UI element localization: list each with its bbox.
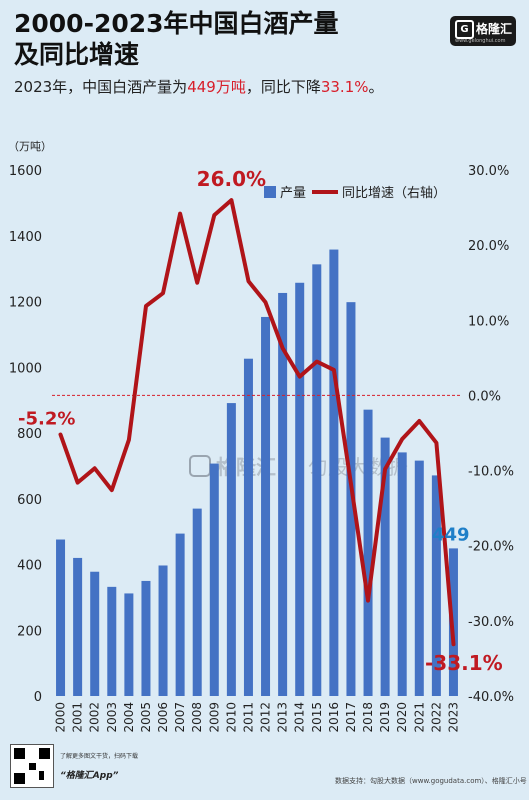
legend-line-label: 同比增速（右轴） xyxy=(342,186,446,201)
left-tick-1400: 1400 xyxy=(9,230,42,245)
x-tick-2010: 2010 xyxy=(224,702,238,733)
x-tick-2021: 2021 xyxy=(412,702,426,733)
bar-2003 xyxy=(107,586,117,696)
left-tick-1200: 1200 xyxy=(9,296,42,311)
x-tick-2000: 2000 xyxy=(54,702,68,733)
legend: 产量 同比增速（右轴） xyxy=(264,186,446,201)
right-tick-30.0%: 30.0% xyxy=(468,164,509,179)
x-tick-2019: 2019 xyxy=(378,702,392,733)
x-tick-2013: 2013 xyxy=(276,702,290,733)
page-title: 2000-2023年中国白酒产量 及同比增速 xyxy=(14,8,339,70)
bar-2010 xyxy=(226,403,236,696)
subtitle-middle: ，同比下降 xyxy=(245,78,321,96)
x-tick-2014: 2014 xyxy=(293,702,307,733)
growth-rate-line xyxy=(58,198,456,647)
bar-2006 xyxy=(158,565,168,696)
annotation-2023-rate: -33.1% xyxy=(425,651,503,675)
bar-2000 xyxy=(56,539,66,696)
bar-2004 xyxy=(124,593,134,696)
bar-2009 xyxy=(209,463,219,696)
annotation-2010-peak: 26.0% xyxy=(197,167,266,191)
title-line-1: 2000-2023年中国白酒产量 xyxy=(14,9,339,38)
right-tick--30.0%: -30.0% xyxy=(468,615,514,630)
brand-logo: G 格隆汇 www.gelonghui.com xyxy=(450,16,516,46)
legend-bar-label: 产量 xyxy=(280,186,306,201)
bar-2011 xyxy=(243,358,253,696)
right-tick--40.0%: -40.0% xyxy=(468,690,514,705)
left-tick-400: 400 xyxy=(17,559,42,574)
x-tick-2018: 2018 xyxy=(361,702,375,733)
right-tick--20.0%: -20.0% xyxy=(468,540,514,555)
x-tick-2007: 2007 xyxy=(173,702,187,733)
x-tick-2002: 2002 xyxy=(88,702,102,733)
left-tick-0: 0 xyxy=(34,690,42,705)
qr-code xyxy=(10,744,54,788)
x-tick-2003: 2003 xyxy=(105,702,119,733)
bar-2018 xyxy=(363,409,373,696)
footer-app: “格隆汇App” xyxy=(60,771,119,781)
bar-2016 xyxy=(329,249,339,696)
logo-g-icon: G xyxy=(455,20,474,39)
logo-text: 格隆汇 xyxy=(476,22,513,36)
left-axis-ticks: 0 200 400 600 800 1000 1200 1400 1600 xyxy=(9,164,42,705)
x-tick-2012: 2012 xyxy=(259,702,273,733)
left-tick-1000: 1000 xyxy=(9,361,42,376)
x-tick-2009: 2009 xyxy=(207,702,221,733)
right-tick-20.0%: 20.0% xyxy=(468,239,509,254)
x-tick-2004: 2004 xyxy=(122,702,136,733)
footer-source: 数据支持：勾股大数据（www.gogudata.com）、格隆汇小号 xyxy=(335,777,527,785)
bar-2022 xyxy=(431,475,441,696)
x-tick-2020: 2020 xyxy=(395,702,409,733)
bar-2017 xyxy=(346,302,356,696)
bar-2007 xyxy=(175,533,185,696)
annotation-2023-volume: 449 xyxy=(432,524,470,545)
right-axis-ticks: 30.0% 20.0% 10.0% 0.0% -10.0% -20.0% -30.0% -40… xyxy=(468,164,514,705)
subtitle-suffix: 。 xyxy=(368,78,384,96)
logo-url: www.gelonghui.com xyxy=(455,38,506,44)
bar-2021 xyxy=(414,460,424,696)
footer-note: 了解更多图文干货，扫码下载 xyxy=(60,753,139,760)
x-tick-2016: 2016 xyxy=(327,702,341,733)
x-tick-2006: 2006 xyxy=(156,702,170,733)
bar-2008 xyxy=(192,508,202,696)
x-tick-2017: 2017 xyxy=(344,702,358,733)
right-tick-0.0%: 0.0% xyxy=(468,389,501,404)
subtitle: 2023年，中国白酒产量为449万吨，同比下降33.1%。 xyxy=(14,76,384,97)
x-axis-ticks: 2000 2001 2002 2003 2004 2005 2006 2007 2008 2009… xyxy=(54,702,461,733)
x-tick-2023: 2023 xyxy=(446,702,460,733)
x-tick-2001: 2001 xyxy=(71,702,85,733)
subtitle-prefix: 2023年，中国白酒产量为 xyxy=(14,78,188,96)
left-axis-label: （万吨） xyxy=(8,140,52,153)
bar-2012 xyxy=(261,316,271,696)
x-tick-2005: 2005 xyxy=(139,702,153,733)
right-tick-10.0%: 10.0% xyxy=(468,314,509,329)
watermark-logo-icon xyxy=(189,455,211,477)
subtitle-highlight-volume: 449万吨 xyxy=(187,78,246,96)
annotations: -5.2% 26.0% 449 -33.1% xyxy=(18,167,503,675)
left-tick-200: 200 xyxy=(17,624,42,639)
bar-2013 xyxy=(278,292,288,696)
bar-2005 xyxy=(141,580,151,696)
left-tick-1600: 1600 xyxy=(9,164,42,179)
x-tick-2015: 2015 xyxy=(310,702,324,733)
bar-2015 xyxy=(312,264,322,696)
x-tick-2022: 2022 xyxy=(429,702,443,733)
bar-2002 xyxy=(90,571,100,696)
bar-2020 xyxy=(397,452,407,696)
left-tick-600: 600 xyxy=(17,493,42,508)
title-line-2: 及同比增速 xyxy=(14,40,140,69)
right-tick--10.0%: -10.0% xyxy=(468,465,514,480)
bar-2019 xyxy=(380,437,390,696)
bar-2001 xyxy=(73,557,83,696)
bars xyxy=(56,249,458,696)
bar-2014 xyxy=(295,282,305,696)
x-tick-2008: 2008 xyxy=(190,702,204,733)
x-tick-2011: 2011 xyxy=(241,702,255,733)
subtitle-highlight-rate: 33.1% xyxy=(320,78,369,96)
left-tick-800: 800 xyxy=(17,427,42,442)
annotation-2000-rate: -5.2% xyxy=(18,409,75,430)
legend-bar-swatch xyxy=(264,186,276,198)
